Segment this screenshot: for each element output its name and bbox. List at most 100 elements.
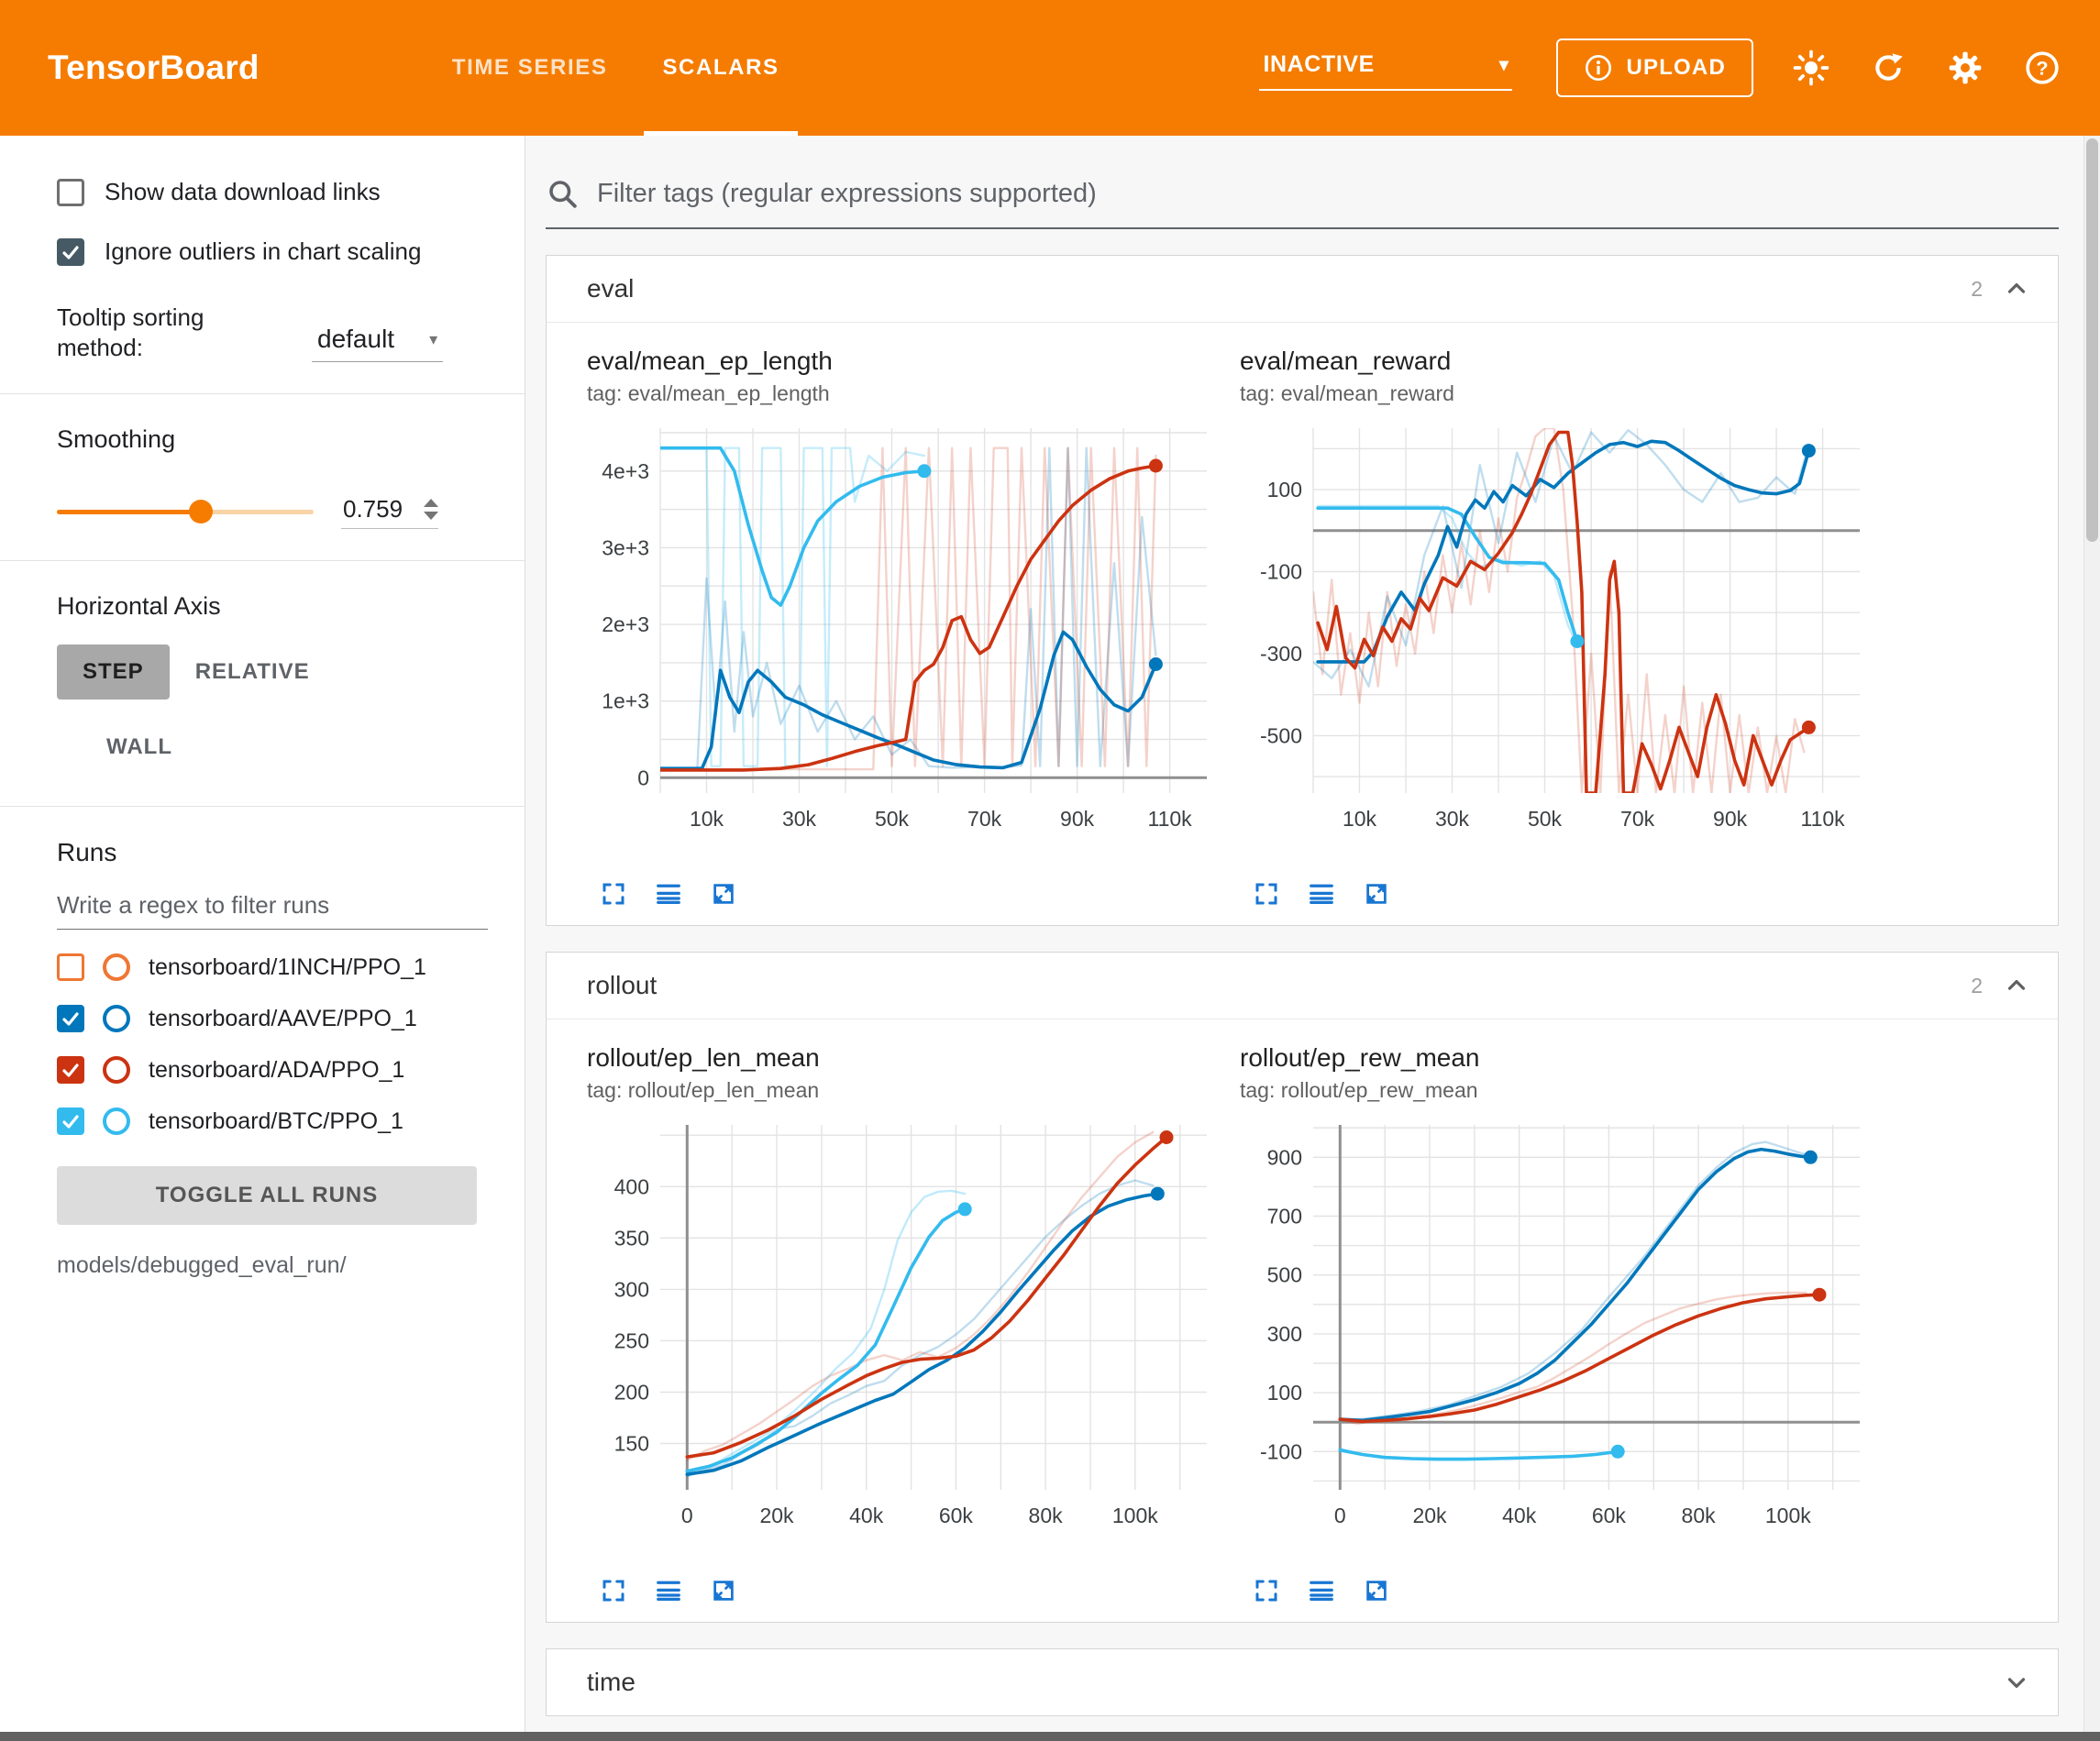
svg-text:60k: 60k [939, 1504, 974, 1527]
svg-text:400: 400 [614, 1174, 649, 1198]
line-chart[interactable]: 0 20k 40k 60k 80k 100k 150 200 250 300 350 400 [587, 1110, 1220, 1569]
log-scale-icon[interactable] [655, 1577, 682, 1604]
run-item[interactable]: tensorboard/1INCH/PPO_1 [57, 953, 488, 981]
run-label: tensorboard/AAVE/PPO_1 [149, 1005, 417, 1031]
chevron-down-icon: ▾ [1498, 54, 1509, 75]
section-rollout-header[interactable]: rollout 2 [547, 953, 2058, 1019]
help-icon[interactable]: ? [2023, 49, 2061, 87]
wall-axis-button[interactable]: WALL [81, 720, 198, 775]
chart-eval-mean-reward: eval/mean_reward tag: eval/mean_reward 1… [1240, 347, 1873, 912]
svg-text:0: 0 [637, 766, 649, 789]
svg-text:200: 200 [614, 1381, 649, 1405]
run-item[interactable]: tensorboard/BTC/PPO_1 [57, 1107, 488, 1135]
sidebar-divider [0, 560, 525, 561]
section-count: 2 [1971, 276, 1983, 301]
section-eval-header[interactable]: eval 2 [547, 256, 2058, 323]
run-checkbox[interactable] [57, 1056, 84, 1084]
status-label: INACTIVE [1263, 50, 1375, 77]
show-download-links-checkbox[interactable]: Show data download links [57, 178, 488, 206]
settings-gear-icon[interactable] [1946, 49, 1984, 87]
run-color-ring[interactable] [103, 1005, 130, 1032]
run-item[interactable]: tensorboard/ADA/PPO_1 [57, 1056, 488, 1084]
svg-text:1e+3: 1e+3 [602, 689, 649, 713]
fit-domain-icon[interactable] [710, 1577, 737, 1604]
chart-title: rollout/ep_rew_mean [1240, 1043, 1480, 1072]
svg-text:20k: 20k [759, 1504, 794, 1527]
smoothing-value-input[interactable] [341, 494, 420, 524]
window-bottom-edge [0, 1732, 2100, 1741]
slider-knob[interactable] [188, 500, 213, 523]
run-checkbox[interactable] [57, 953, 84, 981]
brightness-icon[interactable] [1792, 49, 1830, 87]
app-header: TensorBoard TIME SERIES SCALARS INACTIVE… [0, 0, 2100, 136]
info-icon [1584, 53, 1613, 83]
runs-filter-input[interactable] [57, 867, 488, 930]
tab-scalars[interactable]: SCALARS [635, 0, 806, 136]
fullsize-icon[interactable] [1253, 880, 1280, 908]
section-time: time [546, 1648, 2059, 1716]
log-scale-icon[interactable] [1308, 1577, 1335, 1604]
runs-heading: Runs [57, 838, 117, 866]
run-item[interactable]: tensorboard/AAVE/PPO_1 [57, 1005, 488, 1032]
scrollbar-thumb[interactable] [2086, 138, 2098, 542]
tag-filter-input[interactable] [595, 177, 2059, 210]
svg-text:100: 100 [1267, 1381, 1302, 1405]
section-time-header[interactable]: time [547, 1649, 2058, 1715]
toggle-all-runs-button[interactable]: TOGGLE ALL RUNS [57, 1166, 477, 1225]
relative-axis-button[interactable]: RELATIVE [170, 645, 336, 700]
chart-tag: tag: eval/mean_reward [1240, 381, 1454, 405]
chevron-up-icon[interactable] [2001, 970, 2032, 1001]
line-chart[interactable]: 10k 30k 50k 70k 90k 110k -500 -300 -100 100 [1240, 413, 1873, 872]
sidebar-divider [0, 806, 525, 807]
svg-text:100k: 100k [1112, 1504, 1158, 1527]
run-checkbox[interactable] [57, 1005, 84, 1032]
checkbox-unchecked-icon [57, 178, 84, 206]
runs-list: tensorboard/1INCH/PPO_1 tensorboard/AAVE/… [57, 953, 488, 1135]
svg-text:90k: 90k [1060, 807, 1095, 831]
fit-domain-icon[interactable] [1363, 1577, 1390, 1604]
chart-rollout-ep-rew-mean: rollout/ep_rew_mean tag: rollout/ep_rew_… [1240, 1043, 1873, 1609]
svg-text:30k: 30k [1435, 807, 1470, 831]
log-scale-icon[interactable] [655, 880, 682, 908]
run-color-ring[interactable] [103, 1107, 130, 1135]
sidebar-divider [0, 393, 525, 394]
log-scale-icon[interactable] [1308, 880, 1335, 908]
number-spinner-icon[interactable] [424, 499, 438, 520]
svg-text:0: 0 [1334, 1504, 1346, 1527]
sidebar: Show data download links Ignore outliers… [0, 136, 525, 1732]
line-chart[interactable]: 0 20k 40k 60k 80k 100k -100 100 300 500 700 900 [1240, 1110, 1873, 1569]
tab-time-series[interactable]: TIME SERIES [451, 55, 608, 80]
smoothing-slider[interactable] [57, 500, 314, 523]
run-label: tensorboard/ADA/PPO_1 [149, 1056, 405, 1083]
fit-domain-icon[interactable] [1363, 880, 1390, 908]
chevron-down-icon[interactable] [2001, 1667, 2032, 1698]
svg-text:300: 300 [614, 1277, 649, 1301]
chevron-up-icon[interactable] [2001, 273, 2032, 304]
step-axis-button[interactable]: STEP [57, 645, 170, 700]
chart-actions [1240, 876, 1873, 912]
upload-button[interactable]: UPLOAD [1556, 39, 1753, 97]
fit-domain-icon[interactable] [710, 880, 737, 908]
vertical-scrollbar[interactable] [2083, 136, 2100, 1732]
fullsize-icon[interactable] [1253, 1577, 1280, 1604]
svg-text:900: 900 [1267, 1145, 1302, 1169]
chart-title: eval/mean_reward [1240, 347, 1452, 375]
svg-text:500: 500 [1267, 1263, 1302, 1287]
run-color-ring[interactable] [103, 953, 130, 981]
fullsize-icon[interactable] [600, 880, 627, 908]
fullsize-icon[interactable] [600, 1577, 627, 1604]
run-color-ring[interactable] [103, 1056, 130, 1084]
line-chart[interactable]: 10k 30k 50k 70k 90k 110k 0 1e+3 2e+3 3e+3 4e+3 [587, 413, 1220, 872]
chart-eval-mean-ep-length: eval/mean_ep_length tag: eval/mean_ep_le… [587, 347, 1220, 912]
run-label: tensorboard/1INCH/PPO_1 [149, 953, 426, 980]
refresh-icon[interactable] [1869, 49, 1907, 87]
data-source-dropdown[interactable]: INACTIVE ▾ [1259, 46, 1513, 91]
main-content: eval 2 eval/mean_ep_length tag: eval/mea… [525, 136, 2100, 1732]
run-checkbox[interactable] [57, 1107, 84, 1135]
ignore-outliers-checkbox[interactable]: Ignore outliers in chart scaling [57, 237, 488, 266]
header-controls: INACTIVE ▾ UPLOAD [1259, 39, 2061, 97]
tooltip-sorting-dropdown[interactable]: default ▾ [312, 325, 444, 362]
chart-title: eval/mean_ep_length [587, 347, 833, 375]
svg-text:80k: 80k [1682, 1504, 1717, 1527]
